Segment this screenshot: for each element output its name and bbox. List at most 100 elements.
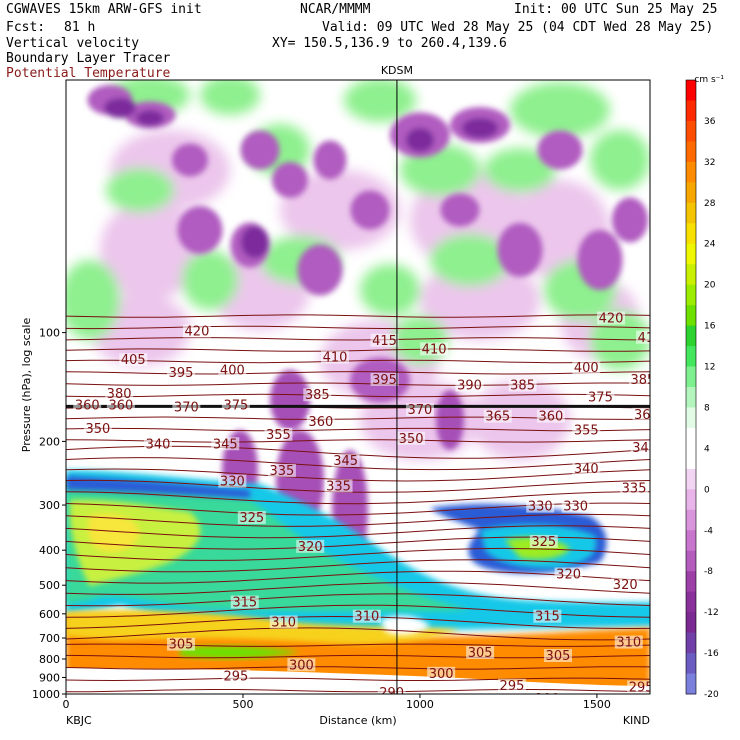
theta-label: 290 [535, 692, 560, 707]
colorbar-swatch [686, 509, 696, 531]
boundary-layer-tracer [66, 470, 650, 694]
colorbar-swatch [686, 305, 696, 327]
theta-label-bg [397, 431, 426, 445]
colorbar-swatch [686, 325, 696, 347]
colorbar-swatch [686, 120, 696, 142]
y-tick-label: 100 [39, 327, 60, 340]
colorbar-swatch [686, 591, 696, 613]
downdraft-region [280, 170, 400, 250]
theta-label-bg [221, 398, 250, 412]
theta-label-bg [627, 680, 650, 694]
theta-contour [66, 582, 650, 595]
colorbar-swatch [686, 653, 696, 675]
theta-label: 360 [108, 398, 133, 413]
theta-label: 340 [574, 462, 599, 477]
theta-label-bg [620, 481, 649, 495]
colorbar-swatch [686, 366, 696, 388]
updraft-region [510, 82, 610, 138]
theta-label: 360 [308, 415, 333, 430]
theta-label: 310 [616, 636, 641, 651]
theta-label: 360 [634, 408, 659, 423]
theta-label: 295 [629, 680, 654, 695]
updraft-region [344, 80, 416, 122]
colorbar-swatch [686, 264, 696, 286]
theta-label-bg [296, 539, 325, 553]
updraft-region [484, 148, 556, 192]
theta-label-bg [303, 388, 332, 402]
theta-label-bg [572, 423, 601, 437]
theta-label-bg [182, 324, 211, 338]
strong-downdraft-region [177, 206, 223, 254]
theta-label: 400 [220, 363, 245, 378]
theta-label: 400 [574, 361, 599, 376]
theta-contour [66, 348, 650, 352]
colorbar-label: -12 [704, 608, 719, 618]
potential-temperature-contours [66, 314, 650, 693]
theta-label-bg [466, 645, 495, 659]
colorbar-label: 12 [704, 363, 715, 373]
strong-downdraft-region [240, 130, 280, 170]
y-tick-label: 700 [39, 632, 60, 645]
theta-contour [66, 570, 650, 584]
updraft-region [66, 260, 120, 340]
colorbar-label: -4 [704, 526, 713, 536]
theta-contour [66, 559, 650, 573]
theta-label: 345 [213, 437, 238, 452]
peak-downdraft-core [241, 226, 269, 258]
strong-downdraft-region [577, 230, 623, 290]
updraft-region [106, 168, 174, 212]
theta-label-bg [83, 422, 112, 436]
theta-contour [66, 491, 650, 505]
theta-contour [66, 525, 650, 539]
theta-label: 330 [563, 500, 588, 515]
theta-label: 320 [613, 578, 638, 593]
theta-label-bg [352, 609, 381, 623]
theta-label-bg [561, 499, 590, 513]
theta-label: 345 [632, 441, 657, 456]
strong-downdraft-region [497, 223, 543, 277]
colorbar-label: -8 [704, 567, 713, 577]
theta-label: 315 [232, 596, 257, 611]
theta-label-bg [306, 415, 335, 429]
colorbar-swatch [686, 243, 696, 265]
colorbar-label: -16 [704, 649, 719, 659]
theta-contour [66, 337, 650, 341]
y-tick-label: 200 [39, 435, 60, 448]
theta-label-bg [144, 437, 173, 451]
theta-label: 325 [239, 511, 264, 526]
theta-label: 340 [146, 437, 171, 452]
theta-label: 355 [574, 424, 599, 439]
theta-contour [66, 547, 650, 561]
colorbar-label: 28 [704, 199, 716, 209]
strong-downdraft-region [172, 143, 208, 177]
theta-label-bg [427, 666, 456, 680]
theta-label: 410 [638, 331, 663, 346]
theta-label-bg [221, 669, 250, 683]
peak-downdraft-core [104, 98, 136, 118]
theta-label-bg [320, 350, 349, 364]
strong-downdraft-region [313, 140, 347, 180]
theta-label: 320 [298, 540, 323, 555]
y-tick-label: 600 [39, 608, 60, 621]
distance-axis: 0 500 1000 1500 [63, 694, 611, 711]
theta-contour [66, 427, 650, 432]
y-tick-label: 400 [39, 544, 60, 557]
theta-label: 370 [408, 403, 433, 418]
theta-contour [66, 627, 650, 641]
theta-label-bg [597, 311, 626, 325]
theta-label-bg [105, 387, 134, 401]
colorbar-swatch [686, 427, 696, 449]
theta-label-bg [377, 686, 406, 694]
theta-label-bg [106, 398, 135, 412]
theta-label-bg [529, 534, 558, 548]
colorbar-label: 24 [704, 240, 716, 250]
theta-label: 345 [333, 454, 358, 469]
strong-downdraft-region [612, 197, 648, 243]
updraft-region [182, 250, 238, 310]
theta-label-bg [630, 441, 650, 455]
pressure-axis: 100 200 300 400 500 600 700 800 900 1000 [32, 327, 66, 701]
theta-label-bg [370, 372, 399, 386]
theta-contour [66, 457, 650, 471]
theta-contour [66, 513, 650, 527]
theta-label: 295 [500, 679, 525, 694]
